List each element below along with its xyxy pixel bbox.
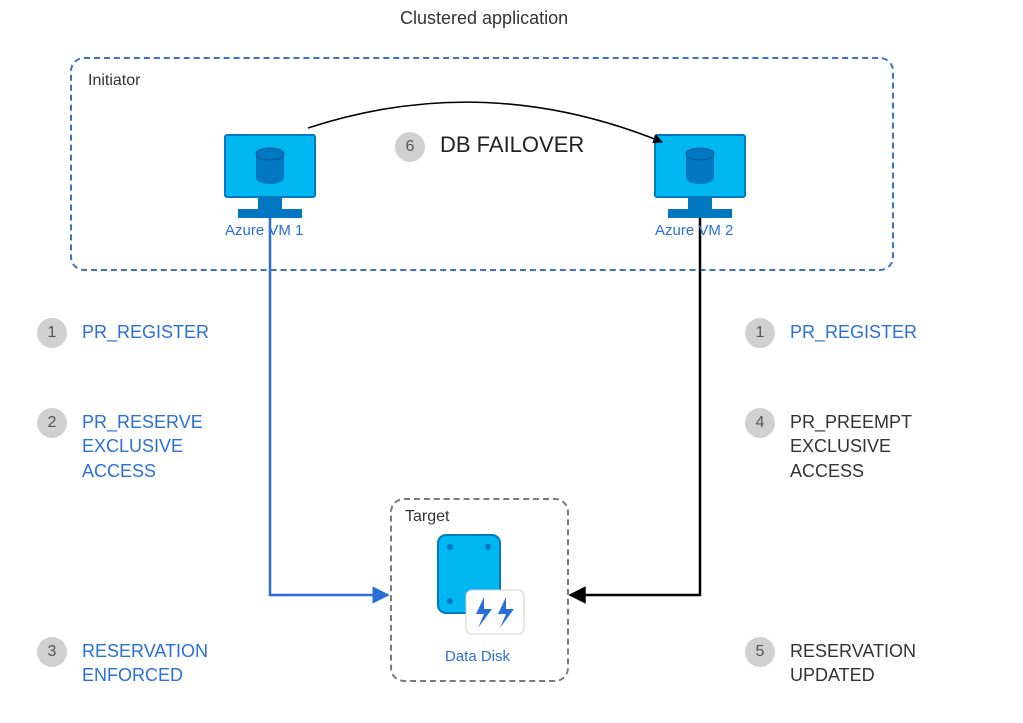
initiator-label: Initiator — [88, 72, 140, 90]
right-step-4-badge: 4 — [745, 408, 775, 438]
failover-label: DB FAILOVER — [440, 132, 584, 158]
initiator-box — [70, 57, 894, 271]
right-step-5-badge: 5 — [745, 637, 775, 667]
right-flow-arrow — [570, 218, 700, 595]
left-step-3-badge: 3 — [37, 637, 67, 667]
left-step-3-text: RESERVATION ENFORCED — [82, 639, 208, 688]
data-disk-label: Data Disk — [390, 648, 565, 665]
right-step-5-text: RESERVATION UPDATED — [790, 639, 916, 688]
vm2-label: Azure VM 2 — [655, 222, 733, 239]
left-step-2-badge: 2 — [37, 408, 67, 438]
right-step-1-badge: 1 — [745, 318, 775, 348]
target-label: Target — [405, 508, 449, 526]
vm1-label: Azure VM 1 — [225, 222, 303, 239]
left-flow-arrow — [270, 218, 388, 595]
left-step-2-text: PR_RESERVE EXCLUSIVE ACCESS — [82, 410, 203, 483]
right-step-4-text: PR_PREEMPT EXCLUSIVE ACCESS — [790, 410, 912, 483]
diagram-title: Clustered application — [400, 8, 568, 29]
step-badge-6: 6 — [395, 132, 425, 162]
left-step-1-badge: 1 — [37, 318, 67, 348]
left-step-1-text: PR_REGISTER — [82, 320, 209, 344]
right-step-1-text: PR_REGISTER — [790, 320, 917, 344]
